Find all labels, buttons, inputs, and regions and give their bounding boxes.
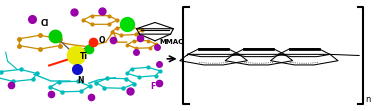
Text: N: N	[77, 76, 84, 85]
Text: MMAO: MMAO	[160, 39, 184, 45]
Text: O: O	[99, 36, 105, 45]
Text: F: F	[150, 82, 156, 91]
Text: Cl: Cl	[40, 19, 49, 28]
Text: Ti: Ti	[80, 52, 88, 61]
Text: n: n	[365, 95, 370, 104]
